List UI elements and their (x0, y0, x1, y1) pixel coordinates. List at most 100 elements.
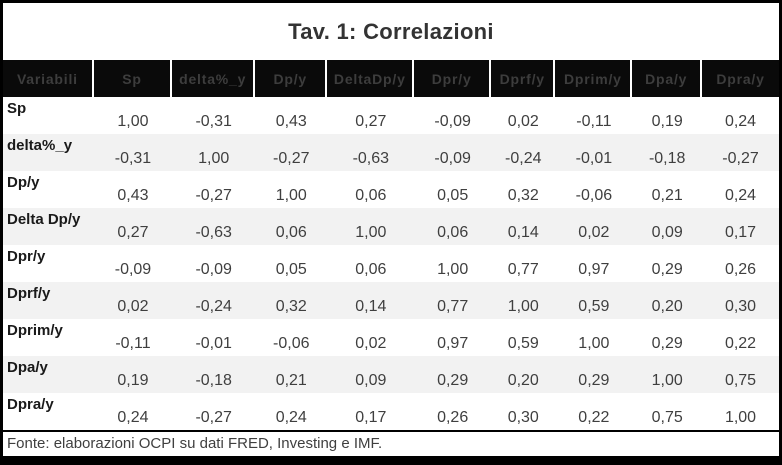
correlation-value: -0,31 (114, 150, 152, 167)
correlation-value: 0,09 (651, 224, 683, 241)
correlation-value: -0,09 (434, 150, 471, 167)
correlation-value: -0,09 (114, 261, 152, 278)
correlation-value: 0,75 (651, 409, 683, 426)
table-row: delta%_y -0,31 1,00 -0,27 -0,63 -0,09 -0,24 -0,… (3, 134, 779, 171)
correlation-value: 0,32 (275, 298, 307, 315)
bottom-border-bar (3, 456, 779, 465)
correlation-value: 0,14 (507, 224, 539, 241)
table-row: Dprf/y 0,02 -0,24 0,32 0,14 0,77 1,00 0,59 0,20 0… (3, 282, 779, 319)
correlation-value: 0,06 (437, 224, 469, 241)
correlation-value: 0,02 (117, 298, 149, 315)
correlation-value: -0,27 (722, 150, 759, 167)
correlation-value: 0,02 (507, 113, 539, 130)
correlation-value: 0,17 (724, 224, 757, 241)
correlation-value: 0,26 (724, 261, 757, 278)
correlation-value: -0,63 (195, 224, 232, 241)
correlation-value: 0,30 (507, 409, 539, 426)
correlation-value: 0,19 (117, 372, 149, 389)
correlation-value: 0,77 (507, 261, 539, 278)
table-row: Dprim/y -0,11 -0,01 -0,06 0,02 0,97 0,59 1,00 0,… (3, 319, 779, 356)
table-header-row: Variabili Sp delta%_y Dp/y DeltaDp/y Dpr/y Dpr… (3, 60, 779, 97)
correlation-value: -0,06 (575, 187, 613, 204)
table-title: Tav. 1: Correlazioni (288, 18, 494, 44)
correlation-value: 0,29 (437, 372, 469, 389)
correlation-value: 0,05 (275, 261, 307, 278)
row-label: Dp/y (7, 174, 40, 191)
correlation-value: 0,22 (578, 409, 610, 426)
correlation-value: 0,59 (507, 335, 539, 352)
correlation-value: 0,21 (275, 372, 307, 389)
correlation-value: 0,32 (507, 187, 539, 204)
correlation-value: 0,06 (355, 187, 387, 204)
correlation-value: 1,00 (437, 261, 469, 278)
column-header: delta%_y (172, 60, 256, 97)
correlation-value: 1,00 (117, 113, 149, 130)
column-header: Variabili (3, 60, 94, 97)
correlation-value: -0,27 (195, 409, 232, 426)
correlation-value: 0,14 (355, 298, 387, 315)
table-row: Dp/y 0,43 -0,27 1,00 0,06 0,05 0,32 -0,06 0,21 0,… (3, 171, 779, 208)
correlation-value: 0,77 (437, 298, 469, 315)
column-header: Dprim/y (555, 60, 633, 97)
column-header: Dpr/y (414, 60, 492, 97)
correlation-value: 0,09 (355, 372, 387, 389)
correlation-value: -0,31 (195, 113, 232, 130)
table-row: Sp 1,00 -0,31 0,43 0,27 -0,09 0,02 -0,11 0,19 0,2… (3, 97, 779, 134)
correlation-value: -0,01 (575, 150, 613, 167)
row-label: Dpa/y (7, 359, 48, 376)
correlation-value: 0,24 (117, 409, 149, 426)
correlation-value: -0,63 (352, 150, 390, 167)
table-body: Sp 1,00 -0,31 0,43 0,27 -0,09 0,02 -0,11 0,19 0,2… (3, 97, 779, 430)
correlation-value: -0,24 (195, 298, 232, 315)
row-label: delta%_y (7, 137, 73, 154)
row-label: Dpr/y (7, 248, 46, 265)
correlation-value: -0,09 (434, 113, 471, 130)
correlation-value: 0,27 (355, 113, 387, 130)
correlation-value: 0,27 (117, 224, 149, 241)
row-label: Sp (7, 100, 27, 117)
correlation-value: 0,59 (578, 298, 610, 315)
correlation-value: -0,11 (115, 335, 151, 352)
correlation-value: -0,09 (195, 261, 232, 278)
table-row: Dpa/y 0,19 -0,18 0,21 0,09 0,29 0,20 0,29 1,00 0,… (3, 356, 779, 393)
correlation-value: 0,02 (355, 335, 387, 352)
correlation-value: 1,00 (275, 187, 307, 204)
correlation-value: 0,02 (578, 224, 610, 241)
column-header: DeltaDp/y (327, 60, 415, 97)
correlation-value: 0,21 (651, 187, 683, 204)
correlation-value: 0,26 (437, 409, 469, 426)
correlation-value: 1,00 (578, 335, 610, 352)
row-label: Dprim/y (7, 322, 63, 339)
correlation-value: 0,29 (651, 261, 683, 278)
correlation-value: 1,00 (355, 224, 387, 241)
source-note: Fonte: elaborazioni OCPI su dati FRED, I… (3, 430, 779, 456)
correlation-value: -0,01 (195, 335, 232, 352)
correlation-value: 0,17 (355, 409, 387, 426)
column-header: Dprf/y (491, 60, 556, 97)
correlation-value: 0,24 (724, 113, 757, 130)
correlation-value: 0,06 (275, 224, 307, 241)
correlation-value: 0,06 (355, 261, 387, 278)
table-row: Dpra/y 0,24 -0,27 0,24 0,17 0,26 0,30 0,22 0,75 1… (3, 393, 779, 430)
correlation-value: 0,43 (275, 113, 307, 130)
correlation-value: 0,20 (651, 298, 683, 315)
correlation-value: -0,24 (505, 150, 542, 167)
column-header: Dpra/y (702, 60, 779, 97)
correlation-value: 0,30 (724, 298, 757, 315)
column-header: Dp/y (255, 60, 328, 97)
table-row: Delta Dp/y 0,27 -0,63 0,06 1,00 0,06 0,14 0,02 0… (3, 208, 779, 245)
column-header: Dpa/y (632, 60, 703, 97)
correlation-value: 0,29 (578, 372, 610, 389)
correlation-value: 0,97 (437, 335, 469, 352)
row-label: Dpra/y (7, 396, 54, 413)
correlation-value: 0,24 (275, 409, 307, 426)
row-label: Delta Dp/y (7, 211, 81, 228)
correlation-value: 0,19 (651, 113, 683, 130)
table-row: Dpr/y -0,09 -0,09 0,05 0,06 1,00 0,77 0,97 0,29 0… (3, 245, 779, 282)
correlation-value: 0,24 (724, 187, 757, 204)
row-label: Dprf/y (7, 285, 51, 302)
correlation-value: 0,43 (117, 187, 149, 204)
correlation-value: 1,00 (651, 372, 683, 389)
correlation-value: 0,22 (724, 335, 757, 352)
correlation-value: 0,05 (437, 187, 469, 204)
